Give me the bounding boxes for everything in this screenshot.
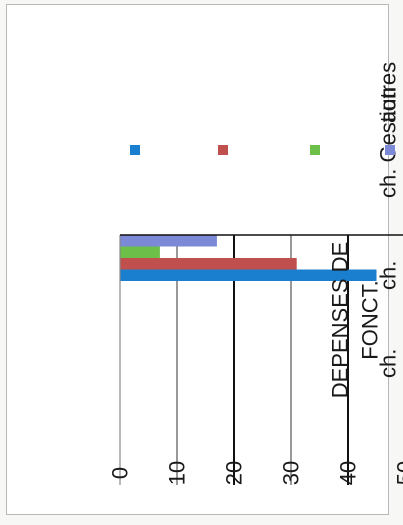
legend-label: ch. Gestion: [376, 87, 401, 198]
category-label-line: FONCT.: [358, 280, 383, 359]
legend-marker-1: [130, 145, 140, 155]
legend-label: ch.: [376, 261, 401, 290]
bar-3: [120, 246, 160, 258]
y-tick-labels: 0 10 20 30 40 50: [108, 461, 403, 485]
y-tick-label: 30: [279, 461, 304, 485]
y-tick-label: 10: [165, 461, 190, 485]
bar-2: [120, 258, 297, 270]
y-tick-label: 40: [336, 461, 361, 485]
legend-marker-3: [310, 145, 320, 155]
y-tick-label: 20: [222, 461, 247, 485]
legend-marker-4: [385, 145, 395, 155]
x-axis-label: DEPENSES DE FONCT.: [328, 242, 383, 399]
bar-4: [120, 235, 217, 247]
bar-1: [120, 269, 377, 281]
bars: [120, 235, 377, 281]
legend-label: autres: [376, 62, 401, 123]
category-label-line: DEPENSES DE: [328, 242, 353, 399]
legend: ch.personnelch.Généralesch. Gestionautre…: [130, 62, 401, 378]
axes: [119, 234, 403, 485]
y-tick-label: 50: [393, 461, 403, 485]
y-tick-label: 0: [108, 467, 133, 479]
legend-marker-2: [218, 145, 228, 155]
legend-label: ch.: [376, 349, 401, 378]
